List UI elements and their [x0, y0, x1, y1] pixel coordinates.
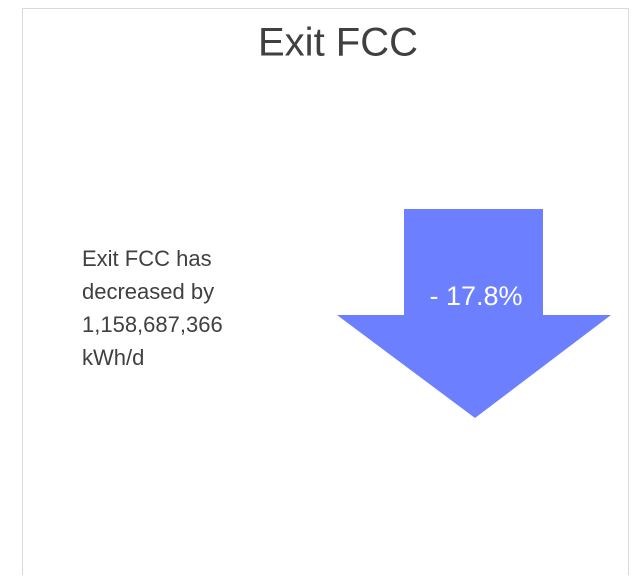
- description-line: decreased by: [82, 279, 214, 304]
- description-line: Exit FCC has: [82, 246, 212, 271]
- change-label: - 17.8%: [429, 281, 522, 311]
- description-line: 1,158,687,366: [82, 312, 223, 337]
- description-line: kWh/d: [82, 345, 144, 370]
- down-arrow: [337, 209, 611, 418]
- description: Exit FCC has decreased by 1,158,687,366 …: [82, 246, 223, 370]
- card-title: Exit FCC: [258, 21, 418, 65]
